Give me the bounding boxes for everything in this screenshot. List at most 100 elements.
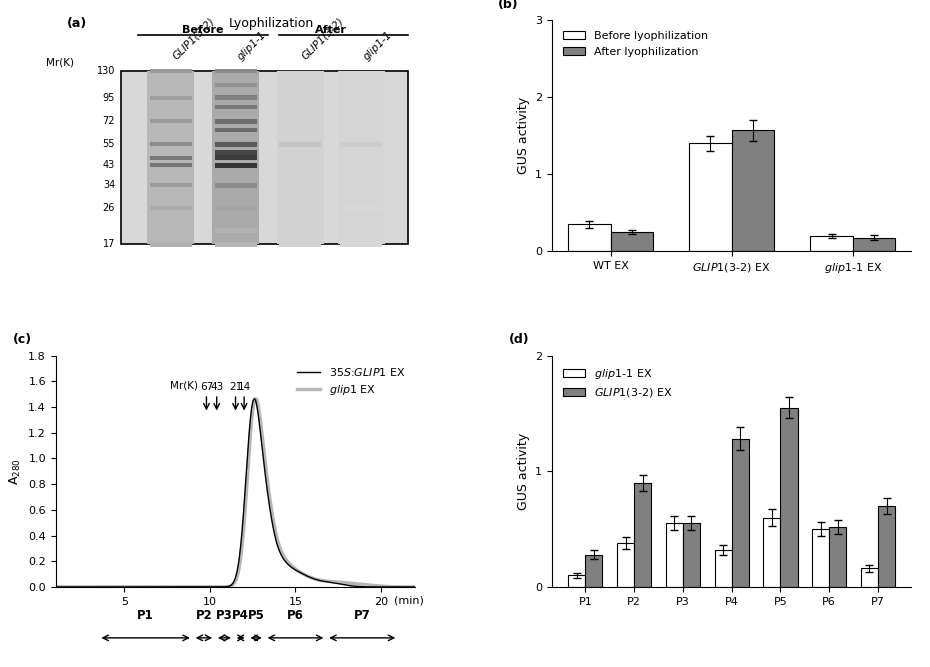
$glip1$ EX bbox=[400, 583, 411, 591]
Text: Before: Before bbox=[182, 25, 224, 35]
$glip1$ EX bbox=[399, 583, 410, 591]
Bar bbox=[568, 576, 585, 587]
FancyBboxPatch shape bbox=[215, 69, 257, 73]
FancyBboxPatch shape bbox=[279, 242, 321, 247]
Bar bbox=[764, 518, 780, 587]
FancyBboxPatch shape bbox=[150, 206, 192, 210]
$glip1$ EX bbox=[50, 583, 61, 591]
Text: (d): (d) bbox=[509, 334, 529, 346]
Text: (c): (c) bbox=[13, 334, 32, 346]
FancyBboxPatch shape bbox=[277, 71, 324, 245]
Text: 14: 14 bbox=[237, 382, 251, 392]
$glip1$ EX bbox=[216, 583, 227, 591]
$35S$:$GLIP1$ EX bbox=[410, 583, 421, 591]
Text: 43: 43 bbox=[210, 382, 223, 392]
Bar bbox=[611, 232, 653, 251]
Text: Mr(K): Mr(K) bbox=[170, 380, 198, 390]
Bar bbox=[780, 408, 798, 587]
FancyBboxPatch shape bbox=[150, 242, 192, 247]
Text: Lyophilization: Lyophilization bbox=[229, 17, 314, 30]
Text: 43: 43 bbox=[103, 160, 115, 170]
FancyBboxPatch shape bbox=[212, 71, 259, 245]
Text: 72: 72 bbox=[102, 116, 115, 126]
Text: After: After bbox=[315, 25, 347, 35]
Text: 21: 21 bbox=[229, 382, 242, 392]
Text: 95: 95 bbox=[102, 93, 115, 103]
Text: 67: 67 bbox=[200, 382, 213, 392]
Bar bbox=[666, 524, 683, 587]
FancyBboxPatch shape bbox=[340, 205, 382, 211]
$35S$:$GLIP1$ EX bbox=[248, 395, 259, 403]
Legend: $35S$:$GLIP1$ EX, $glip1$ EX: $35S$:$GLIP1$ EX, $glip1$ EX bbox=[293, 361, 410, 402]
Text: 55: 55 bbox=[102, 139, 115, 149]
Text: 130: 130 bbox=[97, 66, 115, 76]
Text: Mr(K): Mr(K) bbox=[46, 58, 73, 68]
$35S$:$GLIP1$ EX bbox=[334, 580, 345, 588]
Text: P6: P6 bbox=[287, 609, 304, 622]
Text: (a): (a) bbox=[67, 17, 86, 30]
$glip1$ EX bbox=[250, 395, 261, 403]
Text: glip1-1: glip1-1 bbox=[235, 29, 268, 61]
Bar bbox=[853, 237, 895, 251]
FancyBboxPatch shape bbox=[215, 83, 257, 87]
FancyBboxPatch shape bbox=[215, 142, 257, 147]
Bar bbox=[732, 439, 749, 587]
FancyBboxPatch shape bbox=[215, 228, 257, 233]
Text: P7: P7 bbox=[353, 609, 370, 622]
FancyBboxPatch shape bbox=[215, 119, 257, 123]
$glip1$ EX bbox=[334, 578, 345, 586]
FancyBboxPatch shape bbox=[215, 150, 257, 155]
Bar bbox=[689, 143, 732, 251]
FancyBboxPatch shape bbox=[215, 95, 257, 100]
FancyBboxPatch shape bbox=[279, 205, 321, 211]
$35S$:$GLIP1$ EX bbox=[69, 583, 80, 591]
Text: (b): (b) bbox=[498, 0, 519, 11]
$35S$:$GLIP1$ EX bbox=[225, 582, 236, 590]
FancyBboxPatch shape bbox=[150, 183, 192, 187]
$glip1$ EX bbox=[69, 583, 80, 591]
FancyBboxPatch shape bbox=[215, 105, 257, 109]
Bar bbox=[683, 524, 700, 587]
Text: glip1-1: glip1-1 bbox=[362, 29, 394, 61]
Legend: Before lyophilization, After lyophilization: Before lyophilization, After lyophilizat… bbox=[557, 25, 714, 62]
Y-axis label: GUS activity: GUS activity bbox=[516, 433, 529, 510]
FancyBboxPatch shape bbox=[340, 242, 382, 247]
Text: (min): (min) bbox=[394, 596, 424, 606]
$35S$:$GLIP1$ EX bbox=[399, 583, 410, 591]
FancyBboxPatch shape bbox=[148, 71, 194, 245]
FancyBboxPatch shape bbox=[279, 142, 321, 147]
Text: P3: P3 bbox=[216, 609, 232, 622]
Y-axis label: A$_{280}$: A$_{280}$ bbox=[7, 458, 22, 485]
$35S$:$GLIP1$ EX bbox=[400, 583, 411, 591]
Bar bbox=[585, 554, 603, 587]
$35S$:$GLIP1$ EX bbox=[216, 583, 227, 591]
FancyBboxPatch shape bbox=[215, 183, 257, 187]
Text: P2: P2 bbox=[195, 609, 212, 622]
FancyBboxPatch shape bbox=[215, 206, 257, 211]
Bar bbox=[810, 236, 853, 251]
Bar bbox=[714, 550, 732, 587]
Bar bbox=[617, 543, 634, 587]
Text: P4: P4 bbox=[232, 609, 249, 622]
Text: 34: 34 bbox=[103, 180, 115, 190]
FancyBboxPatch shape bbox=[150, 155, 192, 160]
Y-axis label: GUS activity: GUS activity bbox=[516, 97, 529, 174]
Bar bbox=[861, 568, 878, 587]
Text: P1: P1 bbox=[138, 609, 154, 622]
Text: 17: 17 bbox=[102, 239, 115, 249]
FancyBboxPatch shape bbox=[150, 69, 192, 73]
FancyBboxPatch shape bbox=[340, 142, 382, 147]
$glip1$ EX bbox=[225, 582, 236, 590]
FancyBboxPatch shape bbox=[215, 242, 257, 247]
Bar bbox=[878, 506, 895, 587]
$35S$:$GLIP1$ EX bbox=[50, 583, 61, 591]
Text: GLIP1(3-2): GLIP1(3-2) bbox=[171, 16, 217, 61]
Legend: $glip1$-$1$ EX, $GLIP1(3$-$2)$ EX: $glip1$-$1$ EX, $GLIP1(3$-$2)$ EX bbox=[557, 361, 678, 405]
Bar bbox=[830, 527, 846, 587]
FancyBboxPatch shape bbox=[150, 163, 192, 167]
Text: P5: P5 bbox=[247, 609, 264, 622]
Bar bbox=[732, 130, 774, 251]
FancyBboxPatch shape bbox=[215, 128, 257, 132]
Bar bbox=[634, 483, 651, 587]
FancyBboxPatch shape bbox=[215, 155, 257, 160]
